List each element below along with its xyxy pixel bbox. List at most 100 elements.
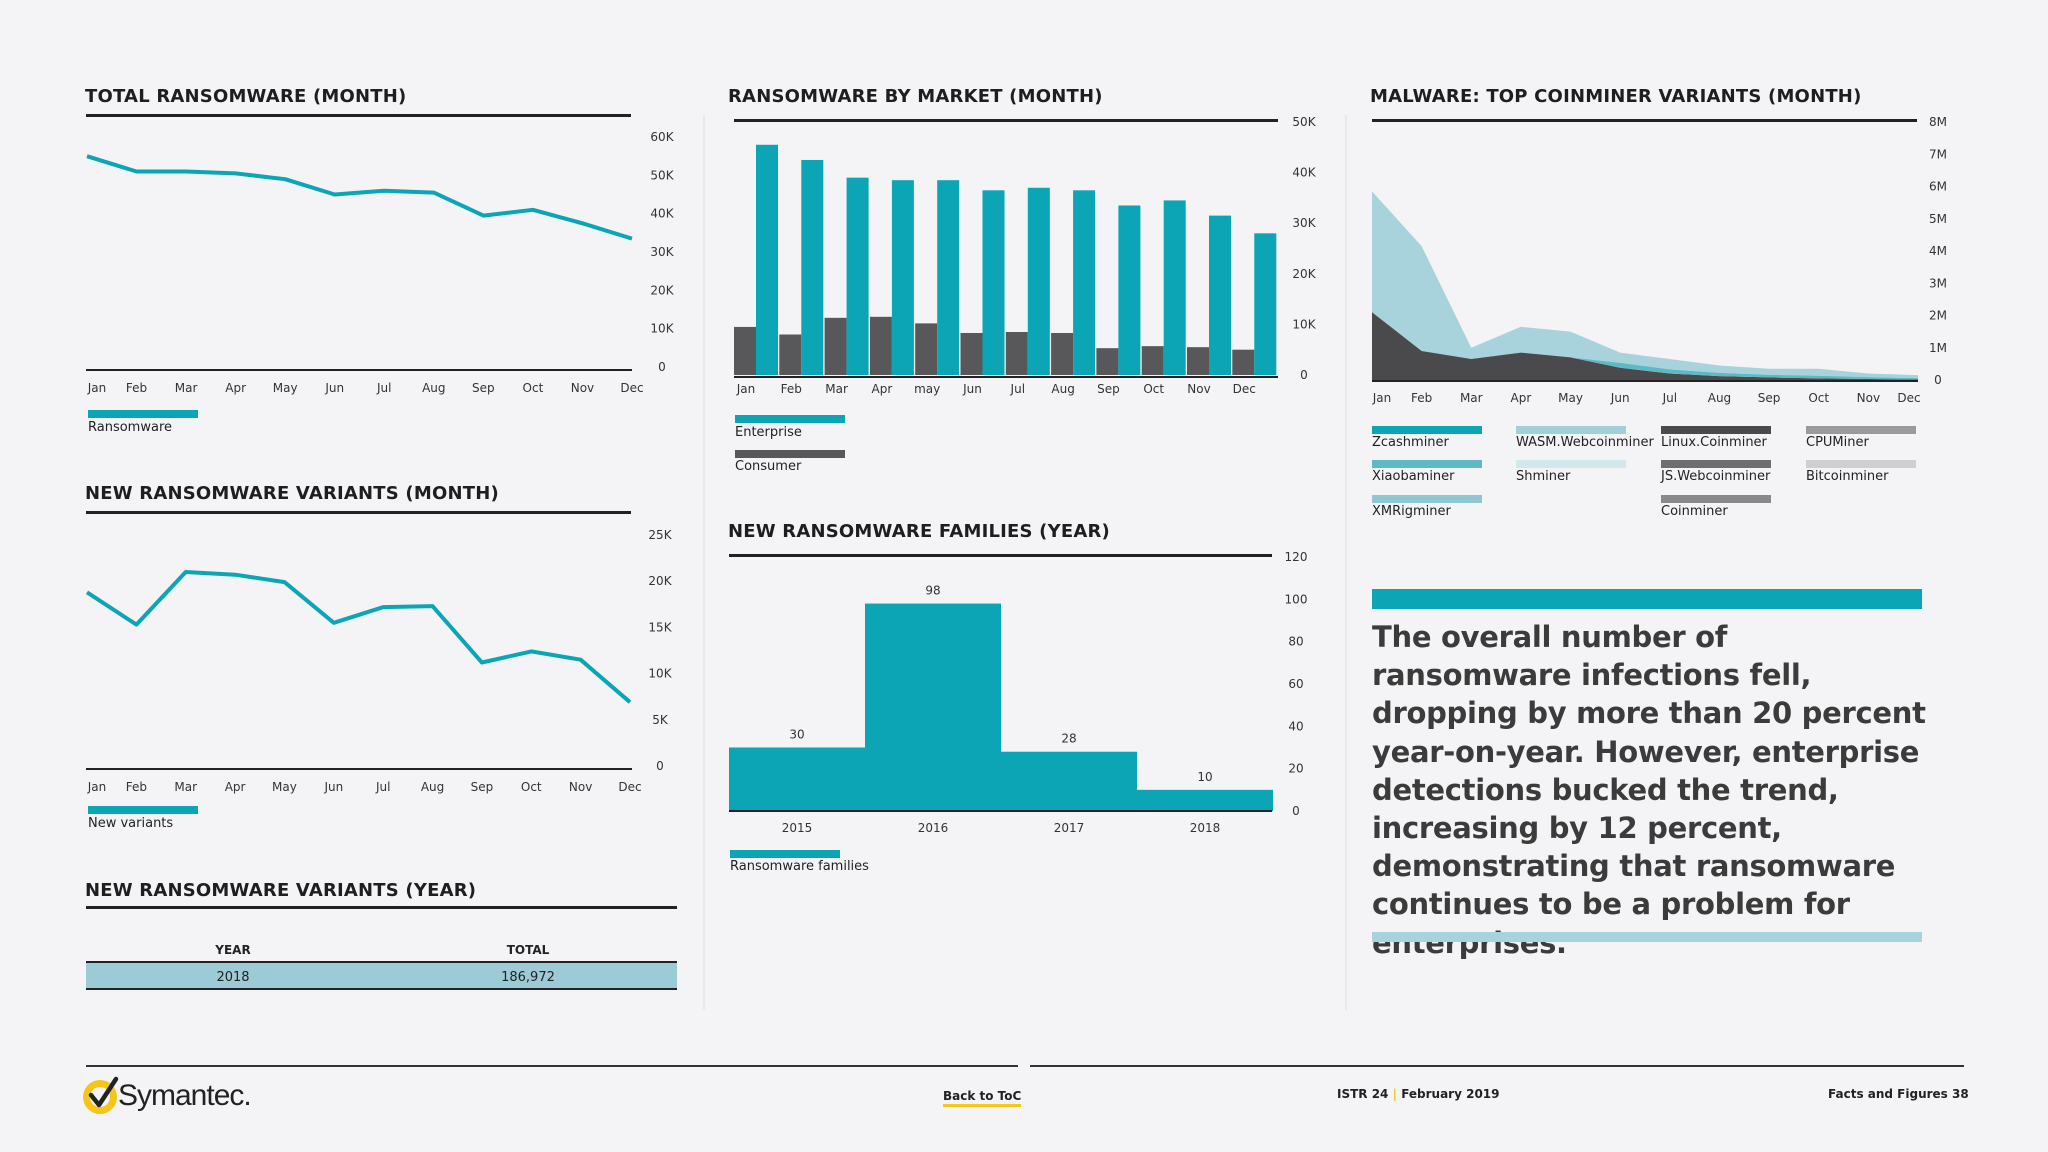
y-tick-label: 50K: [650, 168, 674, 182]
x-tick-label: May: [1558, 391, 1583, 405]
legend-label: Shminer: [1516, 469, 1571, 484]
y-tick-label: 3M: [1929, 276, 1947, 290]
legend-swatch: [1516, 460, 1626, 468]
x-tick-label: Dec: [618, 780, 641, 794]
legend-label: JS.Webcoinminer: [1661, 469, 1771, 484]
x-tick-label: Jan: [87, 381, 107, 395]
x-tick-label: Jan: [87, 780, 107, 794]
x-tick-label: Jun: [324, 381, 344, 395]
bar-families: [729, 747, 865, 811]
y-tick-label: 2M: [1929, 309, 1947, 323]
y-tick-label: 100: [1285, 592, 1308, 606]
y-tick-label: 1M: [1929, 341, 1947, 355]
section-page: Facts and Figures 38: [1828, 1087, 1969, 1101]
x-tick-label: Feb: [126, 381, 147, 395]
x-tick-label: Jun: [962, 382, 982, 396]
legend-label: XMRigminer: [1372, 504, 1451, 519]
x-tick-label: Mar: [825, 382, 848, 396]
chart-title-rule: [729, 554, 1272, 557]
report-info: ISTR 24 | February 2019: [1337, 1087, 1500, 1101]
y-tick-label: 120: [1285, 550, 1308, 564]
y-tick-label: 0: [656, 759, 664, 773]
y-tick-label: 20K: [650, 283, 674, 297]
chart-title-total-ransomware: TOTAL RANSOMWARE (MONTH): [85, 86, 407, 107]
chart-title-new-families-year: NEW RANSOMWARE FAMILIES (YEAR): [728, 521, 1110, 542]
x-tick-label: Aug: [422, 381, 445, 395]
chart-title-rule: [86, 906, 677, 909]
x-tick-label: Aug: [1708, 391, 1731, 405]
column-separator: [1345, 115, 1347, 1010]
bar-consumer: [734, 326, 756, 375]
legend-swatch: [1372, 460, 1482, 468]
chart-title-new-variants-month: NEW RANSOMWARE VARIANTS (MONTH): [85, 483, 499, 504]
table-row: [86, 963, 677, 989]
bar-consumer: [824, 317, 847, 375]
legend-label: WASM.Webcoinminer: [1516, 435, 1654, 450]
x-tick-label: Dec: [620, 381, 643, 395]
legend-swatch-ransomware: [88, 410, 198, 418]
bar-enterprise: [1254, 233, 1277, 375]
y-tick-label: 10K: [650, 322, 674, 336]
section-name: Facts and Figures: [1828, 1087, 1948, 1101]
y-tick-label: 10K: [1292, 317, 1316, 331]
x-tick-label: Mar: [175, 381, 198, 395]
legend-swatch: [1372, 426, 1482, 434]
legend-swatch: [1661, 426, 1771, 434]
x-tick-label: 2015: [782, 821, 813, 835]
bar-consumer: [779, 334, 802, 375]
bar-consumer: [869, 316, 892, 375]
y-tick-label: 4M: [1929, 244, 1947, 258]
bar-families: [1001, 751, 1137, 811]
x-tick-label: Jun: [323, 780, 343, 794]
y-tick-label: 80: [1288, 635, 1303, 649]
legend-label-consumer: Consumer: [735, 459, 802, 474]
x-tick-label: Dec: [1897, 391, 1920, 405]
x-tick-label: Sep: [1097, 382, 1120, 396]
bar-enterprise: [1073, 190, 1096, 375]
legend-label-enterprise: Enterprise: [735, 425, 802, 440]
y-tick-label: 20: [1288, 762, 1303, 776]
chart-title-coinminer-variants: MALWARE: TOP COINMINER VARIANTS (MONTH): [1370, 86, 1862, 107]
legend-label: Bitcoinminer: [1806, 469, 1889, 484]
x-tick-label: Feb: [126, 780, 147, 794]
x-tick-label: Feb: [1411, 391, 1432, 405]
series-line: [85, 570, 632, 704]
x-tick-label: 2017: [1054, 821, 1085, 835]
bar-consumer: [1232, 349, 1255, 375]
x-tick-label: Oct: [523, 381, 544, 395]
data-label: 28: [1061, 732, 1076, 746]
bar-enterprise: [1118, 205, 1141, 375]
y-tick-label: 30K: [1292, 216, 1316, 230]
y-tick-label: 25K: [648, 528, 672, 542]
data-label: 30: [789, 728, 804, 742]
bar-families: [865, 603, 1001, 811]
legend-label-families: Ransomware families: [730, 859, 869, 874]
back-to-toc-link[interactable]: Back to ToC: [943, 1089, 1022, 1107]
x-tick-label: Mar: [1460, 391, 1483, 405]
bar-consumer: [1141, 346, 1164, 375]
x-tick-label: Jul: [1010, 382, 1025, 396]
x-tick-label: Jul: [375, 780, 390, 794]
legend-label: Linux.Coinminer: [1661, 435, 1767, 450]
legend-swatch-consumer: [735, 450, 845, 458]
x-tick-label: Jun: [1610, 391, 1630, 405]
legend-swatch-new-variants: [88, 806, 198, 814]
y-tick-label: 40K: [1292, 166, 1316, 180]
y-tick-label: 40K: [650, 207, 674, 221]
legend-swatch-enterprise: [735, 415, 845, 423]
legend-swatch: [1516, 426, 1626, 434]
y-tick-label: 0: [1292, 804, 1300, 818]
x-tick-label: Nov: [571, 381, 594, 395]
x-tick-label: Nov: [569, 780, 592, 794]
legend-label-ransomware: Ransomware: [88, 420, 172, 435]
bar-enterprise: [937, 180, 960, 375]
bar-consumer: [915, 323, 938, 375]
brand-name: Symantec.: [118, 1079, 252, 1112]
x-tick-label: 2018: [1190, 821, 1221, 835]
bar-enterprise: [1027, 187, 1050, 375]
legend-swatch: [1806, 426, 1916, 434]
legend-label: CPUMiner: [1806, 435, 1869, 450]
x-tick-label: Oct: [1808, 391, 1829, 405]
